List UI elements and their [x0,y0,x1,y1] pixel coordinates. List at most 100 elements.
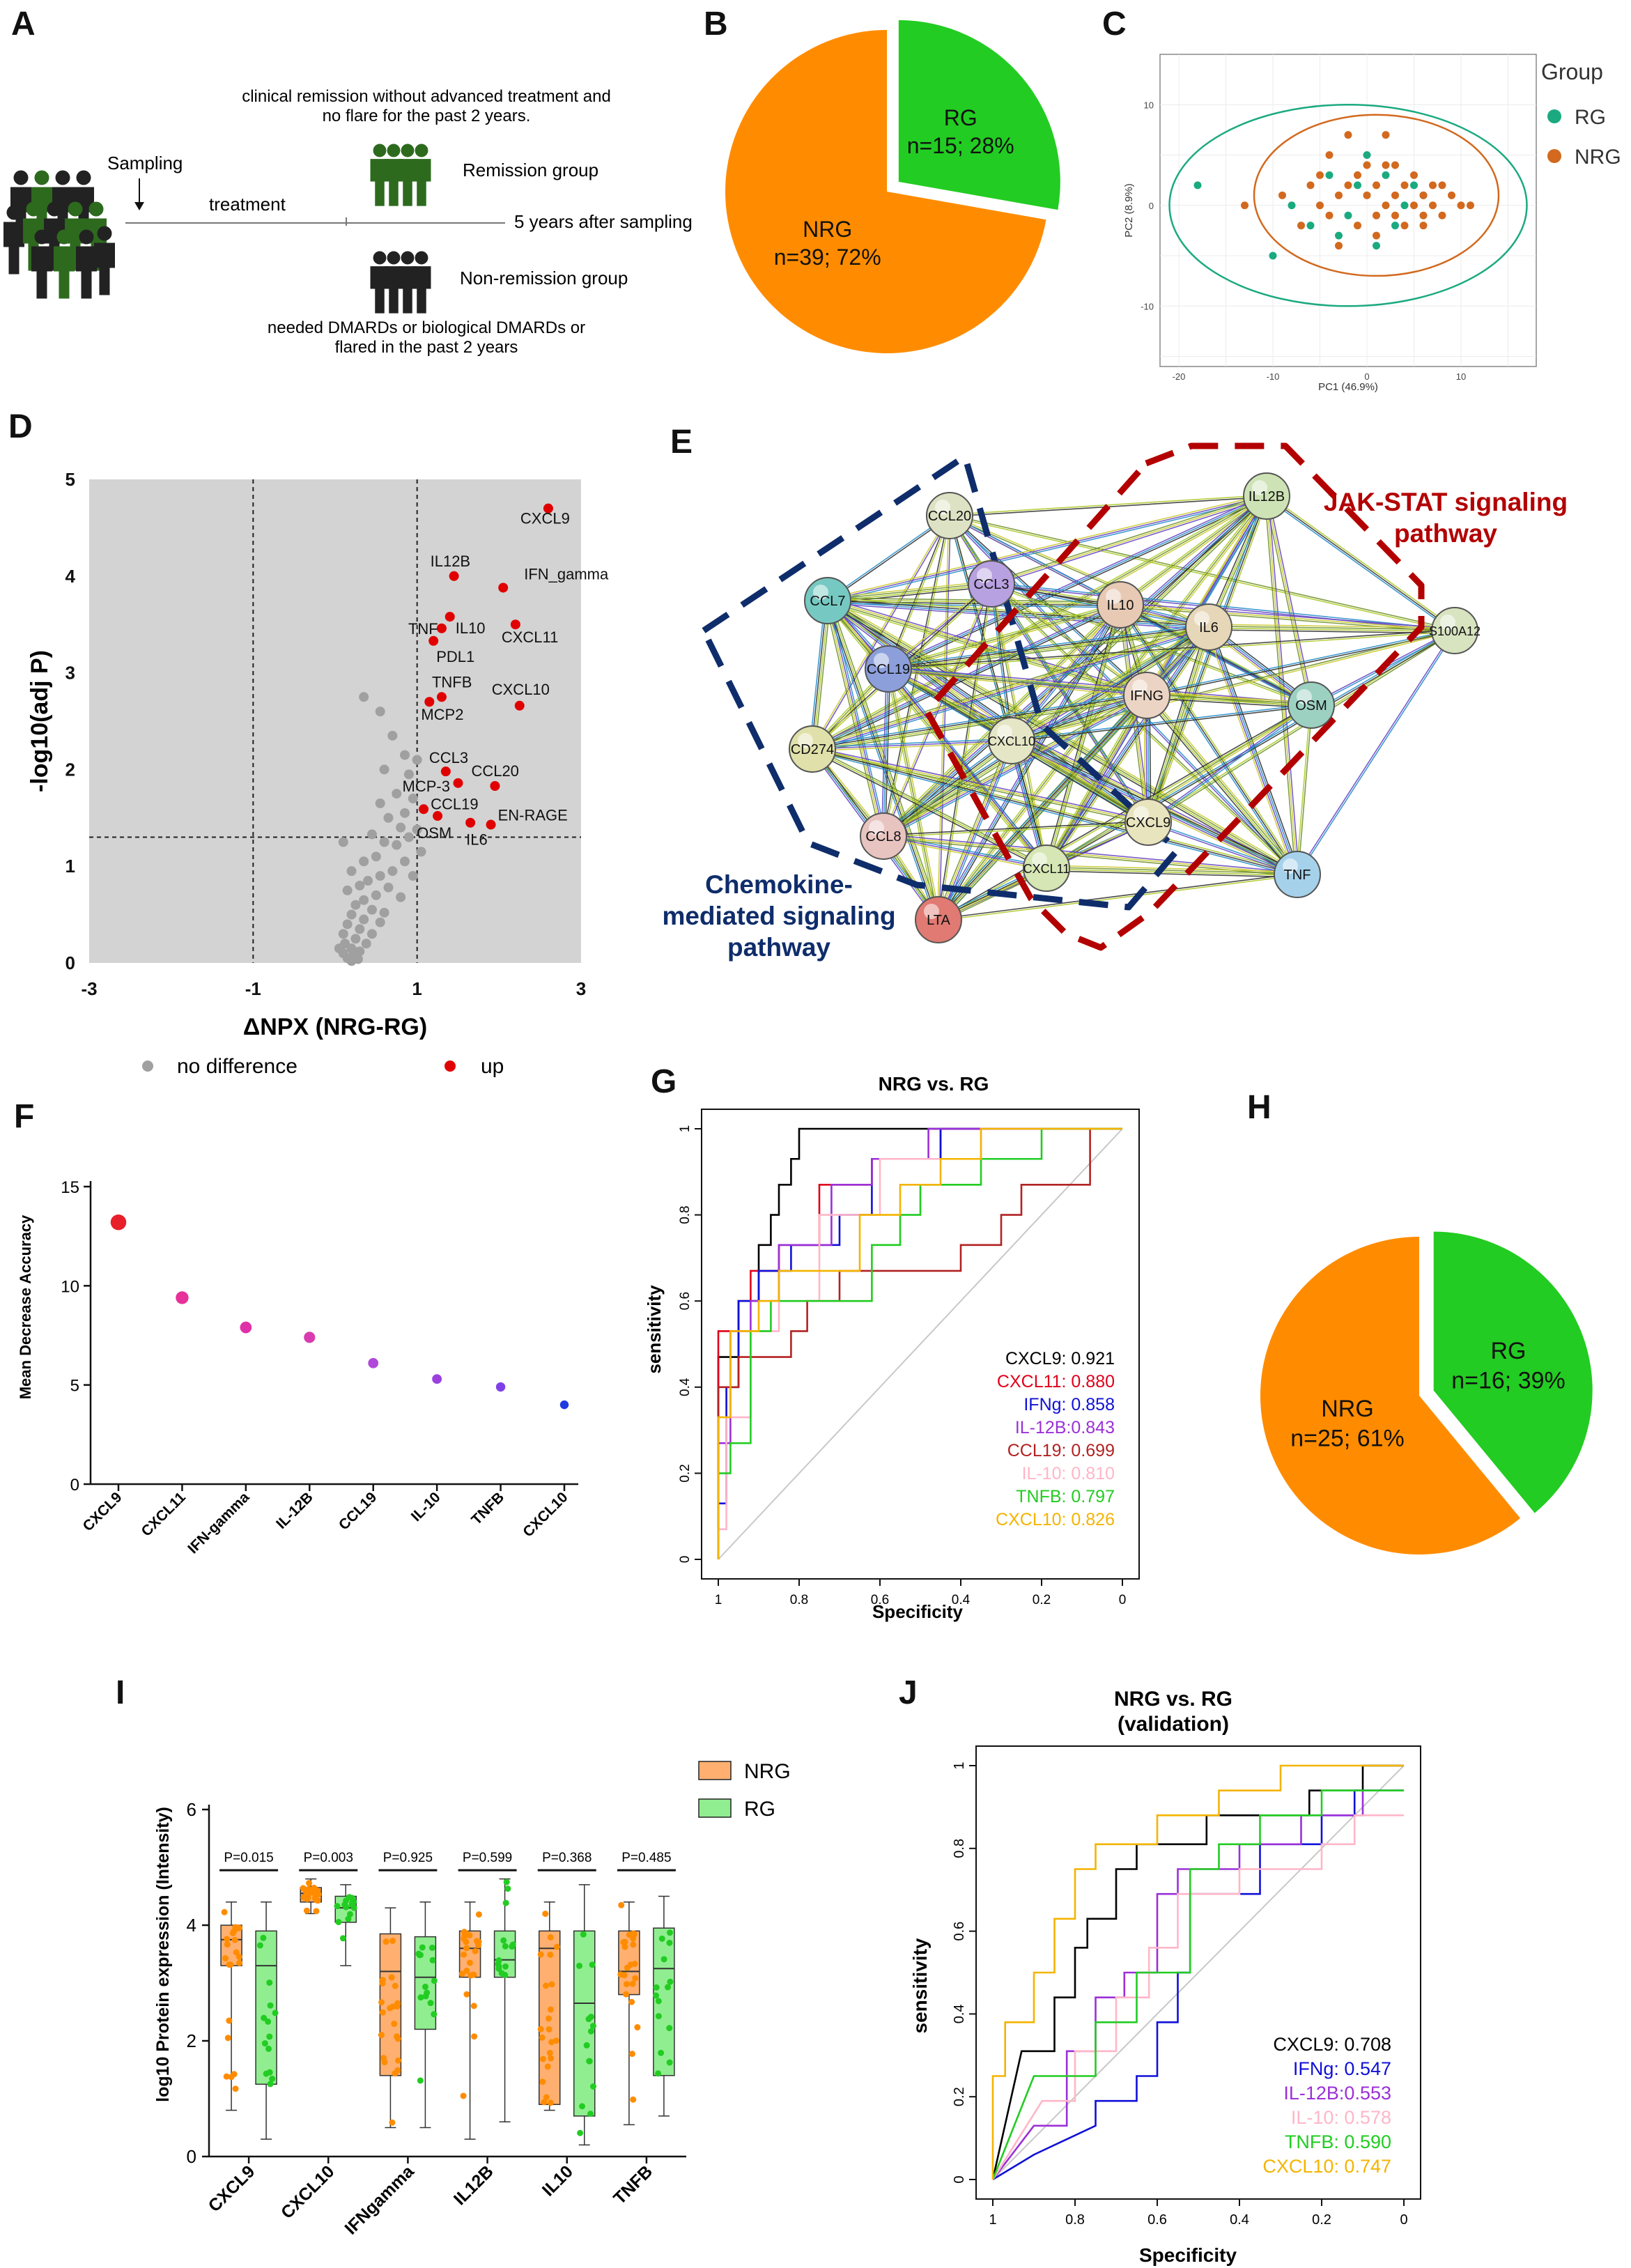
box-point-nrg [389,1937,396,1944]
network-edge [883,495,1267,837]
person-head [401,144,415,157]
box-point-nrg [379,2009,386,2016]
x-tick-label: CXCL11 [139,1489,190,1540]
box-point-nrg [394,2035,401,2042]
y-tick-label: 0.2 [952,2087,967,2106]
roc-j-legend: CXCL9: 0.708 IFNg: 0.547 IL-12B:0.553 IL-10… [1262,2034,1391,2177]
x-tick-label: CCL19 [336,1489,380,1533]
person-head [373,251,387,265]
box-point-rg [429,1957,436,1964]
box-point-rg [583,2042,590,2049]
volcano-point-up [514,700,525,711]
network-node-highlight [1032,852,1047,867]
pca-point-nrg [1335,242,1343,250]
volcano-point-nodiff [375,917,385,927]
x-tick-label: 0.6 [871,1593,889,1607]
volcano-point-nodiff [350,934,361,944]
pca-point-nrg [1448,191,1455,199]
network-node-highlight [1194,611,1209,626]
box-point-rg [658,2049,665,2056]
volcano-point-up [440,766,451,777]
box-point-nrg [221,1908,228,1915]
pca-point-nrg [1457,201,1465,210]
box-point-nrg [547,2099,554,2106]
network-edge [1146,628,1455,695]
importance-point [495,1382,506,1392]
pca-ellipses [1168,104,1528,307]
box-point-rg [504,1885,511,1892]
pie-slice-rg [898,20,1060,210]
box-point-nrg [227,1961,234,1968]
pca-point-nrg [1373,211,1380,219]
box-legend-nrg: NRG [744,1760,791,1783]
pca-legend-nrg: NRG [1575,146,1621,169]
network-node-label: CD274 [791,742,834,757]
network-edge [990,493,1267,583]
x-tick-label: 1 [989,2212,996,2228]
volcano-plot-d: CXCL9 IL12B IFN_gamma IL10 TNF CXCL11 PDL1 TNFB… [26,469,609,1078]
box-point-rg [335,1918,342,1925]
network-edge [1046,868,1297,877]
box-point-nrg [392,1982,399,1989]
network-e: CCL20 IL12B CCL7 CCL3 IL10 IL6 S100A12 CCL19 IFN… [662,442,1568,962]
network-edge [812,601,830,750]
volcano-point-nodiff [392,840,402,850]
x-tick-label: 1 [715,1593,722,1607]
pca-point-nrg [1363,191,1371,199]
roc-legend-entry: CCL19: 0.699 [1007,1441,1115,1460]
network-edge [827,601,1147,697]
roc-curve [991,1789,1404,2180]
network-edge [888,497,1268,672]
x-tick-label: CXCL9 [80,1489,125,1534]
network-node-highlight [813,585,828,600]
network-edge [888,670,1311,708]
pca-ticks: -20 -10 0 10 -10 0 10 [1141,100,1466,382]
volcano-point-nodiff [361,939,371,949]
pca-point-rg [1400,201,1409,210]
network-edge [938,874,1298,922]
box-point-nrg [223,2073,230,2080]
volcano-label: IL12B [431,553,471,570]
network-edge [888,670,1147,698]
y-tick-label: 10 [61,1277,79,1296]
network-edge [811,624,1209,748]
network-edge [812,740,1012,750]
x-tick-label: 0.4 [1230,2212,1249,2228]
pca-point-nrg [1325,211,1334,219]
box-point-nrg [621,1938,628,1945]
box-point-nrg [235,1953,242,1960]
pca-point-rg [1373,242,1380,250]
panel-letter-a: A [11,6,36,43]
pie-slice-rg [1433,1231,1593,1513]
box-point-rg [350,1904,357,1911]
box-point-nrg [631,1960,638,1967]
roc-curve [717,1127,1122,1559]
volcano-point-nodiff [375,871,385,881]
roc-plot-g: NRG vs. RG 1 0.8 0.6 0.4 0.2 0 0 0.2 0.4 0.6 0.81 … [644,1073,1140,1622]
network-edge [888,627,1209,671]
network-edge [1206,495,1266,627]
pie-label-rg: n=15; 28% [907,133,1014,158]
person-body [76,246,97,299]
network-edge [814,601,831,750]
volcano-label: MCP-3 [403,778,450,795]
pie-slice-nrg [725,30,1046,353]
network-edge [1147,694,1299,874]
box-point-rg [261,2014,268,2021]
box-point-rg [502,1899,509,1906]
pca-point-nrg [1391,161,1399,169]
network-edge [827,493,1267,600]
person-body [94,242,115,295]
plot-frame [701,1109,1140,1580]
volcano-point-nodiff [346,956,357,966]
network-edge [1297,631,1456,876]
roc-legend-entry: CXCL9: 0.708 [1273,2034,1391,2055]
person-body [412,159,431,206]
box-point-rg [653,1992,660,1999]
box-point-rg [265,2018,272,2025]
x-tick-label: 0.8 [790,1593,808,1607]
volcano-point-nodiff [412,824,422,835]
network-edge [1120,602,1313,704]
pca-point-nrg [1429,201,1437,210]
network-edge [883,822,1149,838]
